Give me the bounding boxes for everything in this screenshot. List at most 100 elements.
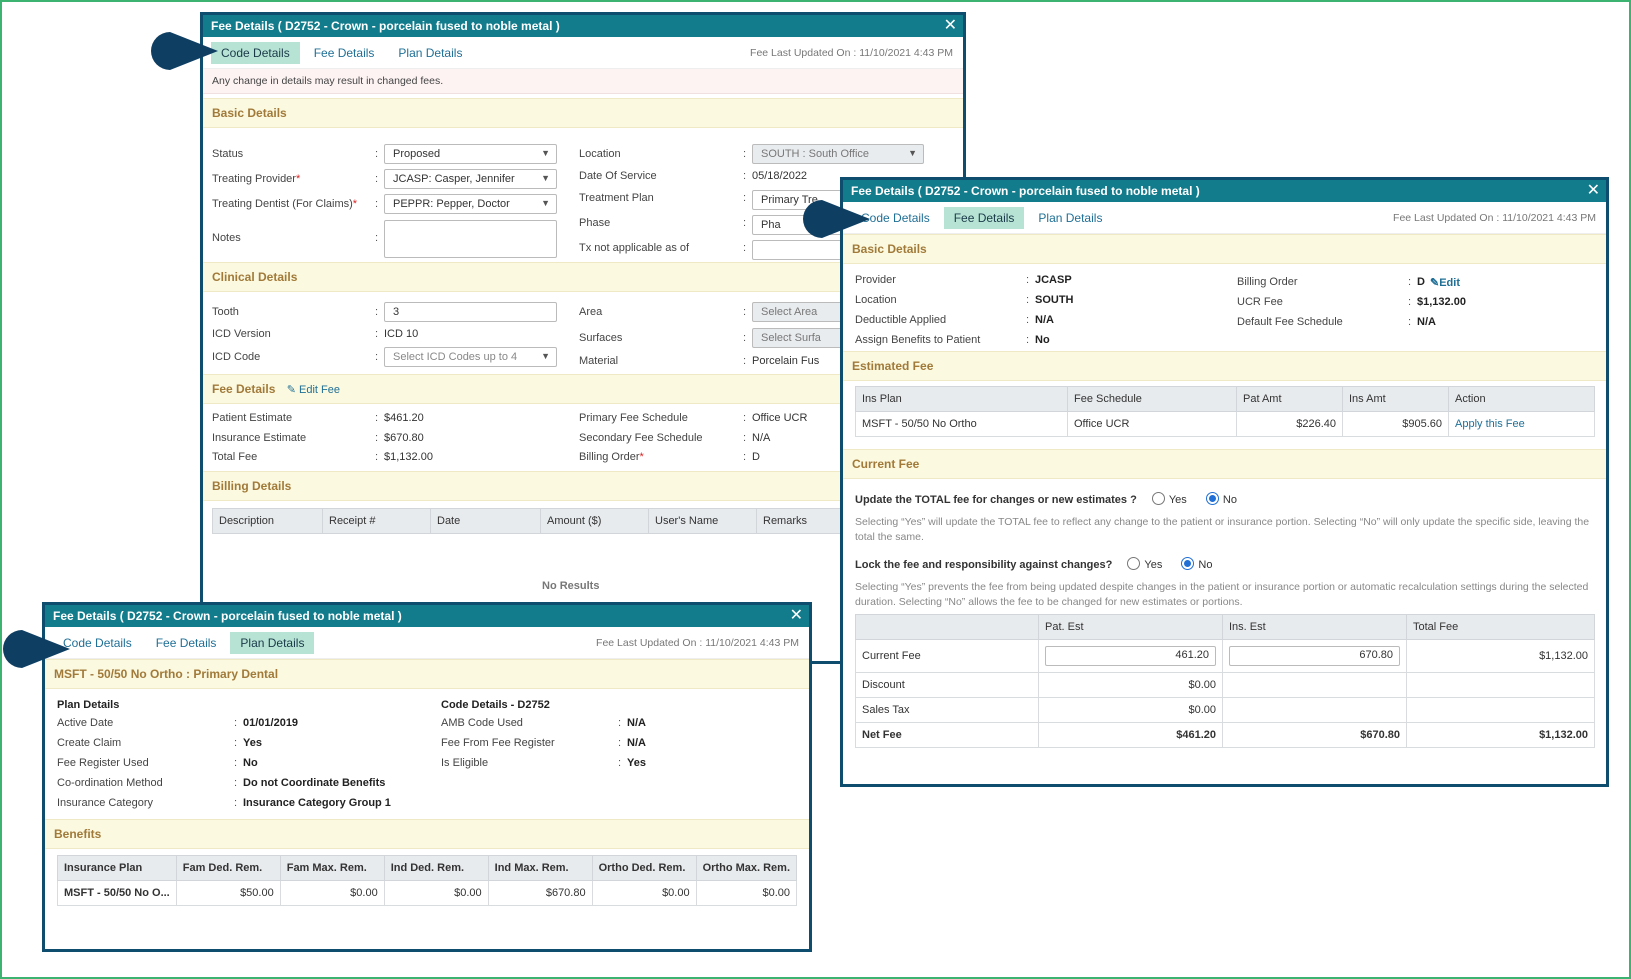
dialog-body: Basic Details Status : Proposed ▼ Treatin…	[203, 94, 963, 654]
col-pat-amt[interactable]: Pat Amt	[1236, 386, 1343, 412]
date-of-service-value: 05/18/2022	[752, 170, 808, 182]
tab-code-details[interactable]: Code Details	[211, 41, 300, 64]
tab-plan-details[interactable]: Plan Details	[1038, 210, 1103, 225]
close-icon[interactable]: ✕	[1586, 182, 1600, 199]
close-icon[interactable]: ✕	[943, 17, 957, 34]
notes-textarea[interactable]	[384, 220, 557, 258]
create-claim-value: Yes	[243, 737, 262, 749]
tab-fee-details[interactable]: Fee Details	[155, 635, 217, 650]
tab-plan-details[interactable]: Plan Details	[398, 45, 463, 60]
cell-total	[1406, 697, 1595, 723]
lock-fee-no-option[interactable]: No	[1181, 557, 1212, 571]
colon: :	[234, 797, 238, 809]
cell-ins-plan: MSFT - 50/50 No Ortho	[855, 411, 1068, 437]
radio-no[interactable]	[1181, 557, 1195, 570]
billing-order-value: D	[752, 451, 760, 463]
col-receipt[interactable]: Receipt #	[322, 508, 431, 534]
cell-pat-est: $461.20	[1038, 722, 1223, 748]
pat-est-input[interactable]: 461.20	[1045, 646, 1216, 666]
billing-order-value: D	[1417, 276, 1425, 288]
cell-total	[1406, 672, 1595, 698]
chevron-down-icon: ▼	[541, 351, 550, 361]
dialog-title-bar: Fee Details ( D2752 - Crown - porcelain …	[45, 605, 809, 627]
treating-provider-select[interactable]: JCASP: Casper, Jennifer ▼	[384, 169, 557, 189]
tab-plan-details[interactable]: Plan Details	[230, 631, 315, 654]
billing-order-label-text: Billing Order	[579, 451, 640, 463]
edit-billing-order-link[interactable]: ✎Edit	[1430, 276, 1460, 289]
edit-fee-link[interactable]: ✎ Edit Fee	[287, 384, 340, 396]
table-header-row: Insurance Plan Fam Ded. Rem. Fam Max. Re…	[57, 855, 798, 881]
phase-value: Pha	[761, 219, 781, 231]
dentist-label-text: Treating Dentist (For Claims)	[212, 198, 353, 210]
radio-yes[interactable]	[1151, 492, 1165, 505]
tab-code-details[interactable]: Code Details	[861, 210, 930, 225]
cell-ins-amt: $905.60	[1342, 411, 1449, 437]
code-details-dialog: Fee Details ( D2752 - Crown - porcelain …	[200, 12, 966, 664]
ins-est-input[interactable]: 670.80	[1229, 646, 1400, 666]
close-icon[interactable]: ✕	[789, 607, 803, 624]
insurance-category-value: Insurance Category Group 1	[243, 797, 391, 809]
status-label: Status	[212, 148, 244, 160]
area-label: Area	[579, 306, 603, 318]
required-marker: *	[352, 198, 358, 210]
col-amount[interactable]: Amount ($)	[540, 508, 649, 534]
treating-dentist-select[interactable]: PEPPR: Pepper, Doctor ▼	[384, 194, 557, 214]
col-insurance-plan: Insurance Plan	[57, 855, 177, 881]
colon: :	[743, 332, 747, 344]
active-date-value: 01/01/2019	[243, 717, 299, 729]
update-total-label: Update the TOTAL fee for changes or new …	[855, 494, 1137, 506]
colon: :	[743, 451, 747, 463]
required-marker: *	[639, 451, 644, 463]
colon: :	[234, 717, 238, 729]
lock-fee-yes-option[interactable]: Yes	[1127, 557, 1162, 571]
col-ins-amt[interactable]: Ins Amt	[1342, 386, 1449, 412]
icd-code-placeholder: Select ICD Codes up to 4	[393, 351, 518, 363]
location-select[interactable]: SOUTH : South Office ▼	[752, 144, 924, 164]
dialog-body: Basic Details Provider : JCASP Location …	[843, 234, 1606, 784]
section-basic-details: Basic Details	[843, 234, 1606, 264]
col-description[interactable]: Description	[212, 508, 323, 534]
provider-label-text: Treating Provider	[212, 173, 296, 185]
section-fee-details: Fee Details ✎ Edit Fee	[203, 374, 963, 404]
colon: :	[1408, 316, 1412, 328]
is-eligible-value: Yes	[627, 757, 646, 769]
required-marker: *	[295, 173, 301, 185]
col-ins-plan[interactable]: Ins Plan	[855, 386, 1068, 412]
tab-fee-details[interactable]: Fee Details	[313, 45, 375, 60]
radio-yes-label: Yes	[1168, 494, 1187, 506]
status-select[interactable]: Proposed ▼	[384, 144, 557, 164]
update-total-question: Update the TOTAL fee for changes or new …	[855, 492, 1237, 506]
patient-estimate-label: Patient Estimate	[212, 412, 293, 424]
is-eligible-label: Is Eligible	[441, 757, 489, 769]
colon: :	[618, 737, 622, 749]
row-label: Sales Tax	[855, 697, 1039, 723]
code-details-subtitle: Code Details - D2752	[441, 699, 550, 711]
radio-no[interactable]	[1205, 492, 1219, 505]
fee-register-used-label: Fee Register Used	[57, 757, 149, 769]
icd-code-select[interactable]: Select ICD Codes up to 4 ▼	[384, 347, 557, 367]
section-billing-details: Billing Details	[203, 471, 963, 501]
table-row: Discount $0.00	[855, 672, 1595, 698]
radio-yes[interactable]	[1127, 557, 1141, 570]
treatment-plan-value: Primary Tre	[761, 194, 818, 206]
tooth-input[interactable]: 3	[384, 302, 557, 322]
colon: :	[618, 757, 622, 769]
section-basic-details: Basic Details	[203, 98, 963, 128]
update-total-yes-option[interactable]: Yes	[1151, 492, 1187, 506]
section-plan-title: MSFT - 50/50 No Ortho : Primary Dental	[45, 659, 809, 689]
surfaces-label: Surfaces	[579, 332, 623, 344]
col-users-name[interactable]: User's Name	[648, 508, 757, 534]
col-date[interactable]: Date	[430, 508, 541, 534]
tab-fee-details[interactable]: Fee Details	[943, 206, 1025, 229]
cell-action: Apply this Fee	[1448, 411, 1595, 437]
primary-fee-schedule-label: Primary Fee Schedule	[579, 412, 688, 424]
apply-fee-link[interactable]: Apply this Fee	[1455, 418, 1525, 430]
tab-code-details[interactable]: Code Details	[63, 635, 132, 650]
col-fee-schedule[interactable]: Fee Schedule	[1067, 386, 1237, 412]
colon: :	[1026, 314, 1030, 326]
section-benefits: Benefits	[45, 819, 809, 849]
col-action[interactable]: Action	[1448, 386, 1595, 412]
table-header-row: Ins Plan Fee Schedule Pat Amt Ins Amt Ac…	[855, 386, 1595, 412]
update-total-no-option[interactable]: No	[1205, 492, 1237, 506]
pointer-callout-icon	[150, 30, 218, 72]
